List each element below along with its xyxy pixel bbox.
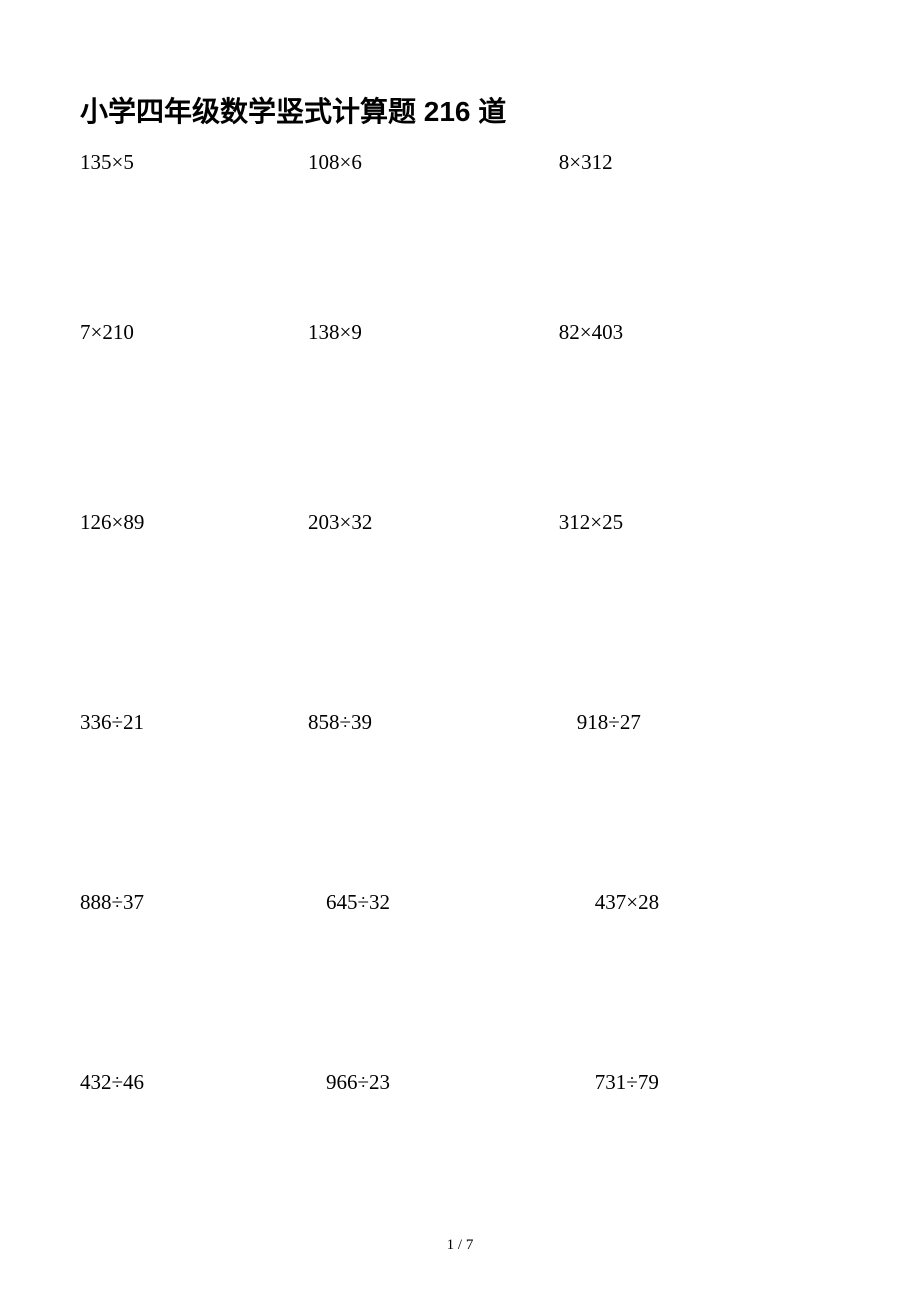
problem-row: 126×89 203×32 312×25 — [80, 508, 840, 708]
problem-cell: 888÷37 — [80, 888, 308, 1068]
problem-cell: 918÷27 — [559, 708, 840, 888]
problem-row: 135×5 108×6 8×312 — [80, 148, 840, 318]
problem-cell: 203×32 — [308, 508, 559, 708]
problem-row: 7×210 138×9 82×403 — [80, 318, 840, 508]
problem-cell: 966÷23 — [308, 1068, 559, 1168]
problem-grid: 135×5 108×6 8×312 7×210 138×9 82×403 126… — [80, 148, 840, 1168]
problem-cell: 138×9 — [308, 318, 559, 508]
problem-cell: 126×89 — [80, 508, 308, 708]
problem-cell: 312×25 — [559, 508, 840, 708]
worksheet-page: 小学四年级数学竖式计算题 216 道 135×5 108×6 8×312 7×2… — [0, 0, 920, 1302]
problem-cell: 8×312 — [559, 148, 840, 318]
problem-cell: 336÷21 — [80, 708, 308, 888]
page-title: 小学四年级数学竖式计算题 216 道 — [80, 90, 840, 130]
problem-cell: 858÷39 — [308, 708, 559, 888]
problem-cell: 731÷79 — [559, 1068, 840, 1168]
problem-cell: 82×403 — [559, 318, 840, 508]
page-number: 1 / 7 — [0, 1237, 920, 1254]
problem-row: 888÷37 645÷32 437×28 — [80, 888, 840, 1068]
problem-row: 336÷21 858÷39 918÷27 — [80, 708, 840, 888]
problem-cell: 7×210 — [80, 318, 308, 508]
problem-cell: 432÷46 — [80, 1068, 308, 1168]
problem-cell: 135×5 — [80, 148, 308, 318]
problem-cell: 108×6 — [308, 148, 559, 318]
problem-row: 432÷46 966÷23 731÷79 — [80, 1068, 840, 1168]
problem-cell: 437×28 — [559, 888, 840, 1068]
problem-cell: 645÷32 — [308, 888, 559, 1068]
